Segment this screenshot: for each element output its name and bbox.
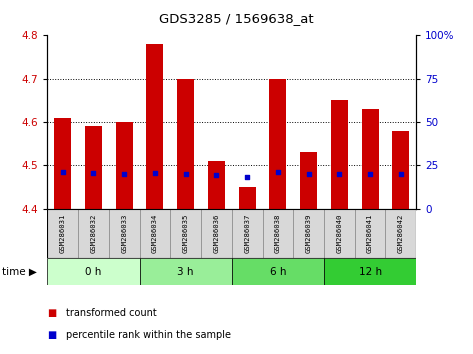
Text: ■: ■ [47,308,57,318]
Bar [239,187,255,209]
Point [397,171,405,177]
Text: GSM286036: GSM286036 [213,214,219,253]
Point [182,171,189,177]
Bar [270,79,286,209]
Text: 6 h: 6 h [270,267,286,277]
Bar [109,209,140,258]
Point [120,171,128,177]
Bar [385,209,416,258]
Bar [331,101,348,209]
Bar [177,79,194,209]
Point [243,174,251,179]
Point [274,169,282,175]
Point [90,171,97,176]
Text: GSM286037: GSM286037 [244,214,250,253]
Bar [47,209,78,258]
Bar [116,122,132,209]
Bar [170,209,201,258]
Text: GSM286041: GSM286041 [367,214,373,253]
Point [213,172,220,177]
Text: percentile rank within the sample: percentile rank within the sample [66,330,231,339]
Bar [78,209,109,258]
Text: transformed count: transformed count [66,308,157,318]
Text: 12 h: 12 h [359,267,382,277]
Point [366,171,374,177]
Bar [355,209,385,258]
Bar [324,258,416,285]
Text: GSM286033: GSM286033 [121,214,127,253]
Bar [293,209,324,258]
Bar [263,209,293,258]
Bar [140,209,170,258]
Text: GSM286039: GSM286039 [306,214,312,253]
Text: GSM286035: GSM286035 [183,214,189,253]
Text: GSM286038: GSM286038 [275,214,281,253]
Bar [85,126,102,209]
Text: GSM286042: GSM286042 [398,214,404,253]
Bar [393,131,409,209]
Text: GSM286031: GSM286031 [60,214,66,253]
Text: GSM286032: GSM286032 [90,214,96,253]
Bar [147,44,163,209]
Bar [362,109,378,209]
Text: GDS3285 / 1569638_at: GDS3285 / 1569638_at [159,12,314,25]
Point [59,170,66,175]
Bar [232,209,263,258]
Bar [54,118,71,209]
Point [151,170,159,176]
Point [336,171,343,177]
Bar [47,258,140,285]
Text: 0 h: 0 h [85,267,102,277]
Bar [324,209,355,258]
Bar [232,258,324,285]
Bar [201,209,232,258]
Bar [140,258,232,285]
Text: 3 h: 3 h [177,267,194,277]
Text: GSM286040: GSM286040 [336,214,342,253]
Text: ■: ■ [47,330,57,339]
Point [305,171,312,177]
Text: GSM286034: GSM286034 [152,214,158,253]
Bar [300,153,317,209]
Text: time ▶: time ▶ [2,267,37,276]
Bar [208,161,225,209]
